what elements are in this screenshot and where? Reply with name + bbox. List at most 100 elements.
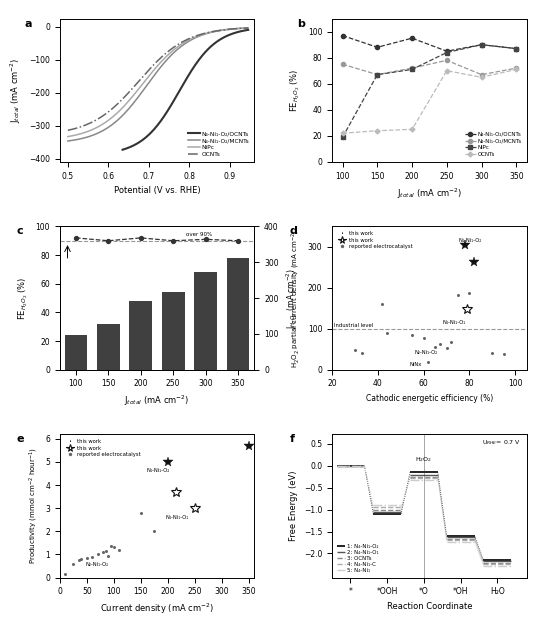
3: OCNTs: (0.38, 0): OCNTs: (0.38, 0): [361, 462, 368, 469]
1: N₄-Ni₁-O₂: (0.62, -1.1): N₄-Ni₁-O₂: (0.62, -1.1): [370, 510, 376, 518]
5: N₄-Ni₁: (1.62, -0.32): N₄-Ni₁: (1.62, -0.32): [407, 476, 413, 484]
5: N₄-Ni₁: (0.62, -0.9): N₄-Ni₁: (0.62, -0.9): [370, 502, 376, 509]
N₄-Ni₁-O₂/OCNTs: [513, 45, 520, 52]
5: N₄-Ni₁: (0.38, 0): N₄-Ni₁: (0.38, 0): [361, 462, 368, 469]
N₄-Ni₁-O₂/OCNTs: [194, 59, 200, 66]
NiPc: [339, 134, 346, 141]
N₄-Ni₁-O₂/OCNTs: [194, 58, 200, 66]
NiPc: [513, 45, 520, 52]
4: N₄-Ni₁-C: (4.38, -2.25): N₄-Ni₁-C: (4.38, -2.25): [508, 561, 515, 568]
5: N₄-Ni₁: (2.62, -1.73): N₄-Ni₁: (2.62, -1.73): [444, 538, 450, 545]
N₄-Ni₁-O₂/OCNTs: [233, 29, 239, 36]
2: N₄-Ni₁-O₁: (0.38, 0): N₄-Ni₁-O₁: (0.38, 0): [361, 462, 368, 469]
Line: 2: N₄-Ni₁-O₁: 2: N₄-Ni₁-O₁: [337, 466, 512, 561]
OCNTs: [172, 43, 178, 50]
Legend: N₄-Ni₁-O₂/OCNTs, N₄-Ni₁-O₂/MCNTs, NiPc, OCNTs: N₄-Ni₁-O₂/OCNTs, N₄-Ni₁-O₂/MCNTs, NiPc, …: [186, 129, 251, 159]
N₄-Ni₁-O₂/OCNTs: [374, 43, 381, 51]
Line: 5: N₄-Ni₁: 5: N₄-Ni₁: [337, 466, 512, 566]
Line: N₄-Ni₁-O₂/OCNTs: N₄-Ni₁-O₂/OCNTs: [123, 30, 248, 150]
Legend: N₄-Ni₁-O₂/OCNTs, N₄-Ni₁-O₂/MCNTs, NiPc, OCNTs: N₄-Ni₁-O₂/OCNTs, N₄-Ni₁-O₂/MCNTs, NiPc, …: [463, 130, 524, 159]
Text: U$_{RHE}$= 0.7 V: U$_{RHE}$= 0.7 V: [482, 438, 521, 447]
3: OCNTs: (-0.38, 0): OCNTs: (-0.38, 0): [333, 462, 340, 469]
X-axis label: J$_{total}$ (mA cm$^{-2}$): J$_{total}$ (mA cm$^{-2}$): [124, 394, 190, 409]
Text: N₄-Ni₁-O₂: N₄-Ni₁-O₂: [146, 468, 169, 473]
Line: N₄-Ni₁-O₂/OCNTs: N₄-Ni₁-O₂/OCNTs: [340, 34, 519, 53]
5: N₄-Ni₁: (1.38, -0.9): N₄-Ni₁: (1.38, -0.9): [398, 502, 405, 509]
4: N₄-Ni₁-C: (1.62, -0.28): N₄-Ni₁-C: (1.62, -0.28): [407, 474, 413, 482]
N₄-Ni₁-O₂/MCNTs: [228, 25, 235, 33]
Text: over 90%: over 90%: [186, 232, 212, 237]
OCNTs: [374, 127, 381, 134]
Text: N₂-Ni₁-O₂: N₂-Ni₁-O₂: [86, 562, 109, 567]
Text: f: f: [289, 434, 294, 444]
4: N₄-Ni₁-C: (3.38, -1.7): N₄-Ni₁-C: (3.38, -1.7): [471, 537, 478, 544]
N₄-Ni₁-O₂/MCNTs: [217, 27, 223, 34]
Text: e: e: [17, 434, 24, 444]
3: OCNTs: (3.62, -2.22): OCNTs: (3.62, -2.22): [480, 560, 487, 567]
NiPc: [478, 41, 485, 48]
N₄-Ni₁-O₂/OCNTs: [119, 146, 126, 153]
Bar: [194, 272, 217, 369]
OCNTs: [478, 73, 485, 81]
N₄-Ni₁-O₂/OCNTs: [339, 32, 346, 39]
3: OCNTs: (1.38, -1): OCNTs: (1.38, -1): [398, 506, 405, 514]
NiPc: [228, 25, 235, 33]
Line: 1: N₄-Ni₁-O₂: 1: N₄-Ni₁-O₂: [337, 466, 512, 560]
4: N₄-Ni₁-C: (2.38, -0.28): N₄-Ni₁-C: (2.38, -0.28): [434, 474, 441, 482]
1: N₄-Ni₁-O₂: (1.62, -0.15): N₄-Ni₁-O₂: (1.62, -0.15): [407, 469, 413, 476]
OCNTs: [444, 67, 450, 75]
NiPc: [175, 43, 181, 50]
Legend: 1: N₄-Ni₁-O₂, 2: N₄-Ni₁-O₁, 3: OCNTs, 4: N₄-Ni₁-C, 5: N₄-Ni₁: 1: N₄-Ni₁-O₂, 2: N₄-Ni₁-O₁, 3: OCNTs, 4:…: [335, 542, 380, 575]
Line: NiPc: NiPc: [68, 28, 248, 137]
Bar: [162, 292, 185, 369]
N₄-Ni₁-O₂/MCNTs: [478, 71, 485, 78]
N₄-Ni₁-O₂/OCNTs: [478, 41, 485, 48]
OCNTs: [65, 127, 72, 134]
5: N₄-Ni₁: (3.38, -1.73): N₄-Ni₁: (3.38, -1.73): [471, 538, 478, 545]
5: N₄-Ni₁: (3.62, -2.28): N₄-Ni₁: (3.62, -2.28): [480, 562, 487, 569]
Text: b: b: [297, 19, 305, 29]
2: N₄-Ni₁-O₁: (1.38, -1.05): N₄-Ni₁-O₁: (1.38, -1.05): [398, 508, 405, 515]
NiPc: [65, 133, 72, 140]
NiPc: [172, 45, 178, 53]
4: N₄-Ni₁-C: (3.62, -2.25): N₄-Ni₁-C: (3.62, -2.25): [480, 561, 487, 568]
Line: N₄-Ni₁-O₂/MCNTs: N₄-Ni₁-O₂/MCNTs: [340, 58, 519, 77]
1: N₄-Ni₁-O₂: (0.38, 0): N₄-Ni₁-O₂: (0.38, 0): [361, 462, 368, 469]
OCNTs: [172, 42, 179, 50]
3: OCNTs: (3.38, -1.67): OCNTs: (3.38, -1.67): [471, 535, 478, 543]
2: N₄-Ni₁-O₁: (1.62, -0.2): N₄-Ni₁-O₁: (1.62, -0.2): [407, 471, 413, 478]
N₄-Ni₁-O₂/MCNTs: [175, 45, 181, 52]
N₄-Ni₁-O₂/OCNTs: [196, 55, 203, 63]
Text: N₄-Ni₁-O₁: N₄-Ni₁-O₁: [165, 515, 188, 520]
Line: 4: N₄-Ni₁-C: 4: N₄-Ni₁-C: [337, 466, 512, 564]
Y-axis label: Productivity (mmol cm$^{-2}$ hour$^{-1}$): Productivity (mmol cm$^{-2}$ hour$^{-1}$…: [27, 447, 40, 564]
OCNTs: [339, 130, 346, 137]
OCNTs: [409, 125, 415, 133]
N₄-Ni₁-O₂/MCNTs: [409, 65, 415, 72]
3: OCNTs: (1.62, -0.25): OCNTs: (1.62, -0.25): [407, 473, 413, 481]
X-axis label: Cathodic energetic efficiency (%): Cathodic energetic efficiency (%): [366, 394, 493, 403]
OCNTs: [245, 24, 251, 32]
N₄-Ni₁-O₂/OCNTs: [119, 146, 126, 153]
X-axis label: Current density (mA cm$^{-2}$): Current density (mA cm$^{-2}$): [100, 602, 214, 616]
N₄-Ni₁-O₂/MCNTs: [65, 137, 71, 145]
Bar: [97, 324, 119, 369]
Y-axis label: J$_{H_2O_2}$ (mA cm$^{-2}$): J$_{H_2O_2}$ (mA cm$^{-2}$): [284, 268, 299, 329]
5: N₄-Ni₁: (-0.38, 0): N₄-Ni₁: (-0.38, 0): [333, 462, 340, 469]
3: OCNTs: (0.62, -1): OCNTs: (0.62, -1): [370, 506, 376, 514]
Line: NiPc: NiPc: [340, 43, 519, 139]
N₄-Ni₁-O₂/OCNTs: [225, 32, 232, 39]
Text: c: c: [17, 227, 23, 237]
2: N₄-Ni₁-O₁: (2.62, -1.63): N₄-Ni₁-O₁: (2.62, -1.63): [444, 533, 450, 541]
2: N₄-Ni₁-O₁: (3.62, -2.18): N₄-Ni₁-O₁: (3.62, -2.18): [480, 558, 487, 565]
Y-axis label: Free Energy (eV): Free Energy (eV): [289, 471, 298, 541]
NiPc: [409, 66, 415, 73]
2: N₄-Ni₁-O₁: (-0.38, 0): N₄-Ni₁-O₁: (-0.38, 0): [333, 462, 340, 469]
2: N₄-Ni₁-O₁: (3.38, -1.63): N₄-Ni₁-O₁: (3.38, -1.63): [471, 533, 478, 541]
Line: N₄-Ni₁-O₂/MCNTs: N₄-Ni₁-O₂/MCNTs: [68, 28, 248, 141]
3: OCNTs: (4.38, -2.22): OCNTs: (4.38, -2.22): [508, 560, 515, 567]
Bar: [227, 258, 249, 369]
4: N₄-Ni₁-C: (1.38, -0.95): N₄-Ni₁-C: (1.38, -0.95): [398, 504, 405, 511]
OCNTs: [217, 27, 223, 34]
Y-axis label: FE$_{H_2O_2}$ (%): FE$_{H_2O_2}$ (%): [16, 276, 30, 320]
